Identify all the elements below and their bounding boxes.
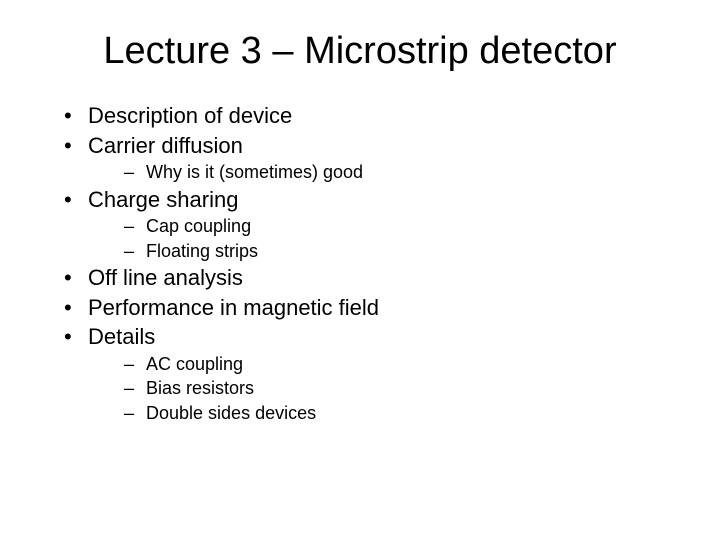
sub-list-item-text: AC coupling: [146, 354, 243, 374]
sub-list-item: AC coupling: [124, 352, 670, 376]
sub-list-item-text: Double sides devices: [146, 403, 316, 423]
sub-list: Why is it (sometimes) good: [88, 160, 670, 184]
sub-list-item: Bias resistors: [124, 376, 670, 400]
list-item: Details AC coupling Bias resistors Doubl…: [60, 322, 670, 425]
list-item: Carrier diffusion Why is it (sometimes) …: [60, 131, 670, 185]
list-item-text: Off line analysis: [88, 265, 243, 290]
list-item-text: Performance in magnetic field: [88, 295, 379, 320]
list-item: Performance in magnetic field: [60, 293, 670, 323]
list-item: Description of device: [60, 101, 670, 131]
bullet-list: Description of device Carrier diffusion …: [50, 101, 670, 425]
list-item: Off line analysis: [60, 263, 670, 293]
sub-list-item: Why is it (sometimes) good: [124, 160, 670, 184]
sub-list: Cap coupling Floating strips: [88, 214, 670, 263]
sub-list-item: Cap coupling: [124, 214, 670, 238]
sub-list-item: Floating strips: [124, 239, 670, 263]
list-item-text: Details: [88, 324, 155, 349]
slide-title: Lecture 3 – Microstrip detector: [50, 30, 670, 73]
sub-list-item-text: Bias resistors: [146, 378, 254, 398]
sub-list-item: Double sides devices: [124, 401, 670, 425]
list-item-text: Description of device: [88, 103, 292, 128]
sub-list-item-text: Floating strips: [146, 241, 258, 261]
list-item-text: Charge sharing: [88, 187, 238, 212]
sub-list: AC coupling Bias resistors Double sides …: [88, 352, 670, 425]
sub-list-item-text: Cap coupling: [146, 216, 251, 236]
sub-list-item-text: Why is it (sometimes) good: [146, 162, 363, 182]
list-item: Charge sharing Cap coupling Floating str…: [60, 185, 670, 263]
list-item-text: Carrier diffusion: [88, 133, 243, 158]
